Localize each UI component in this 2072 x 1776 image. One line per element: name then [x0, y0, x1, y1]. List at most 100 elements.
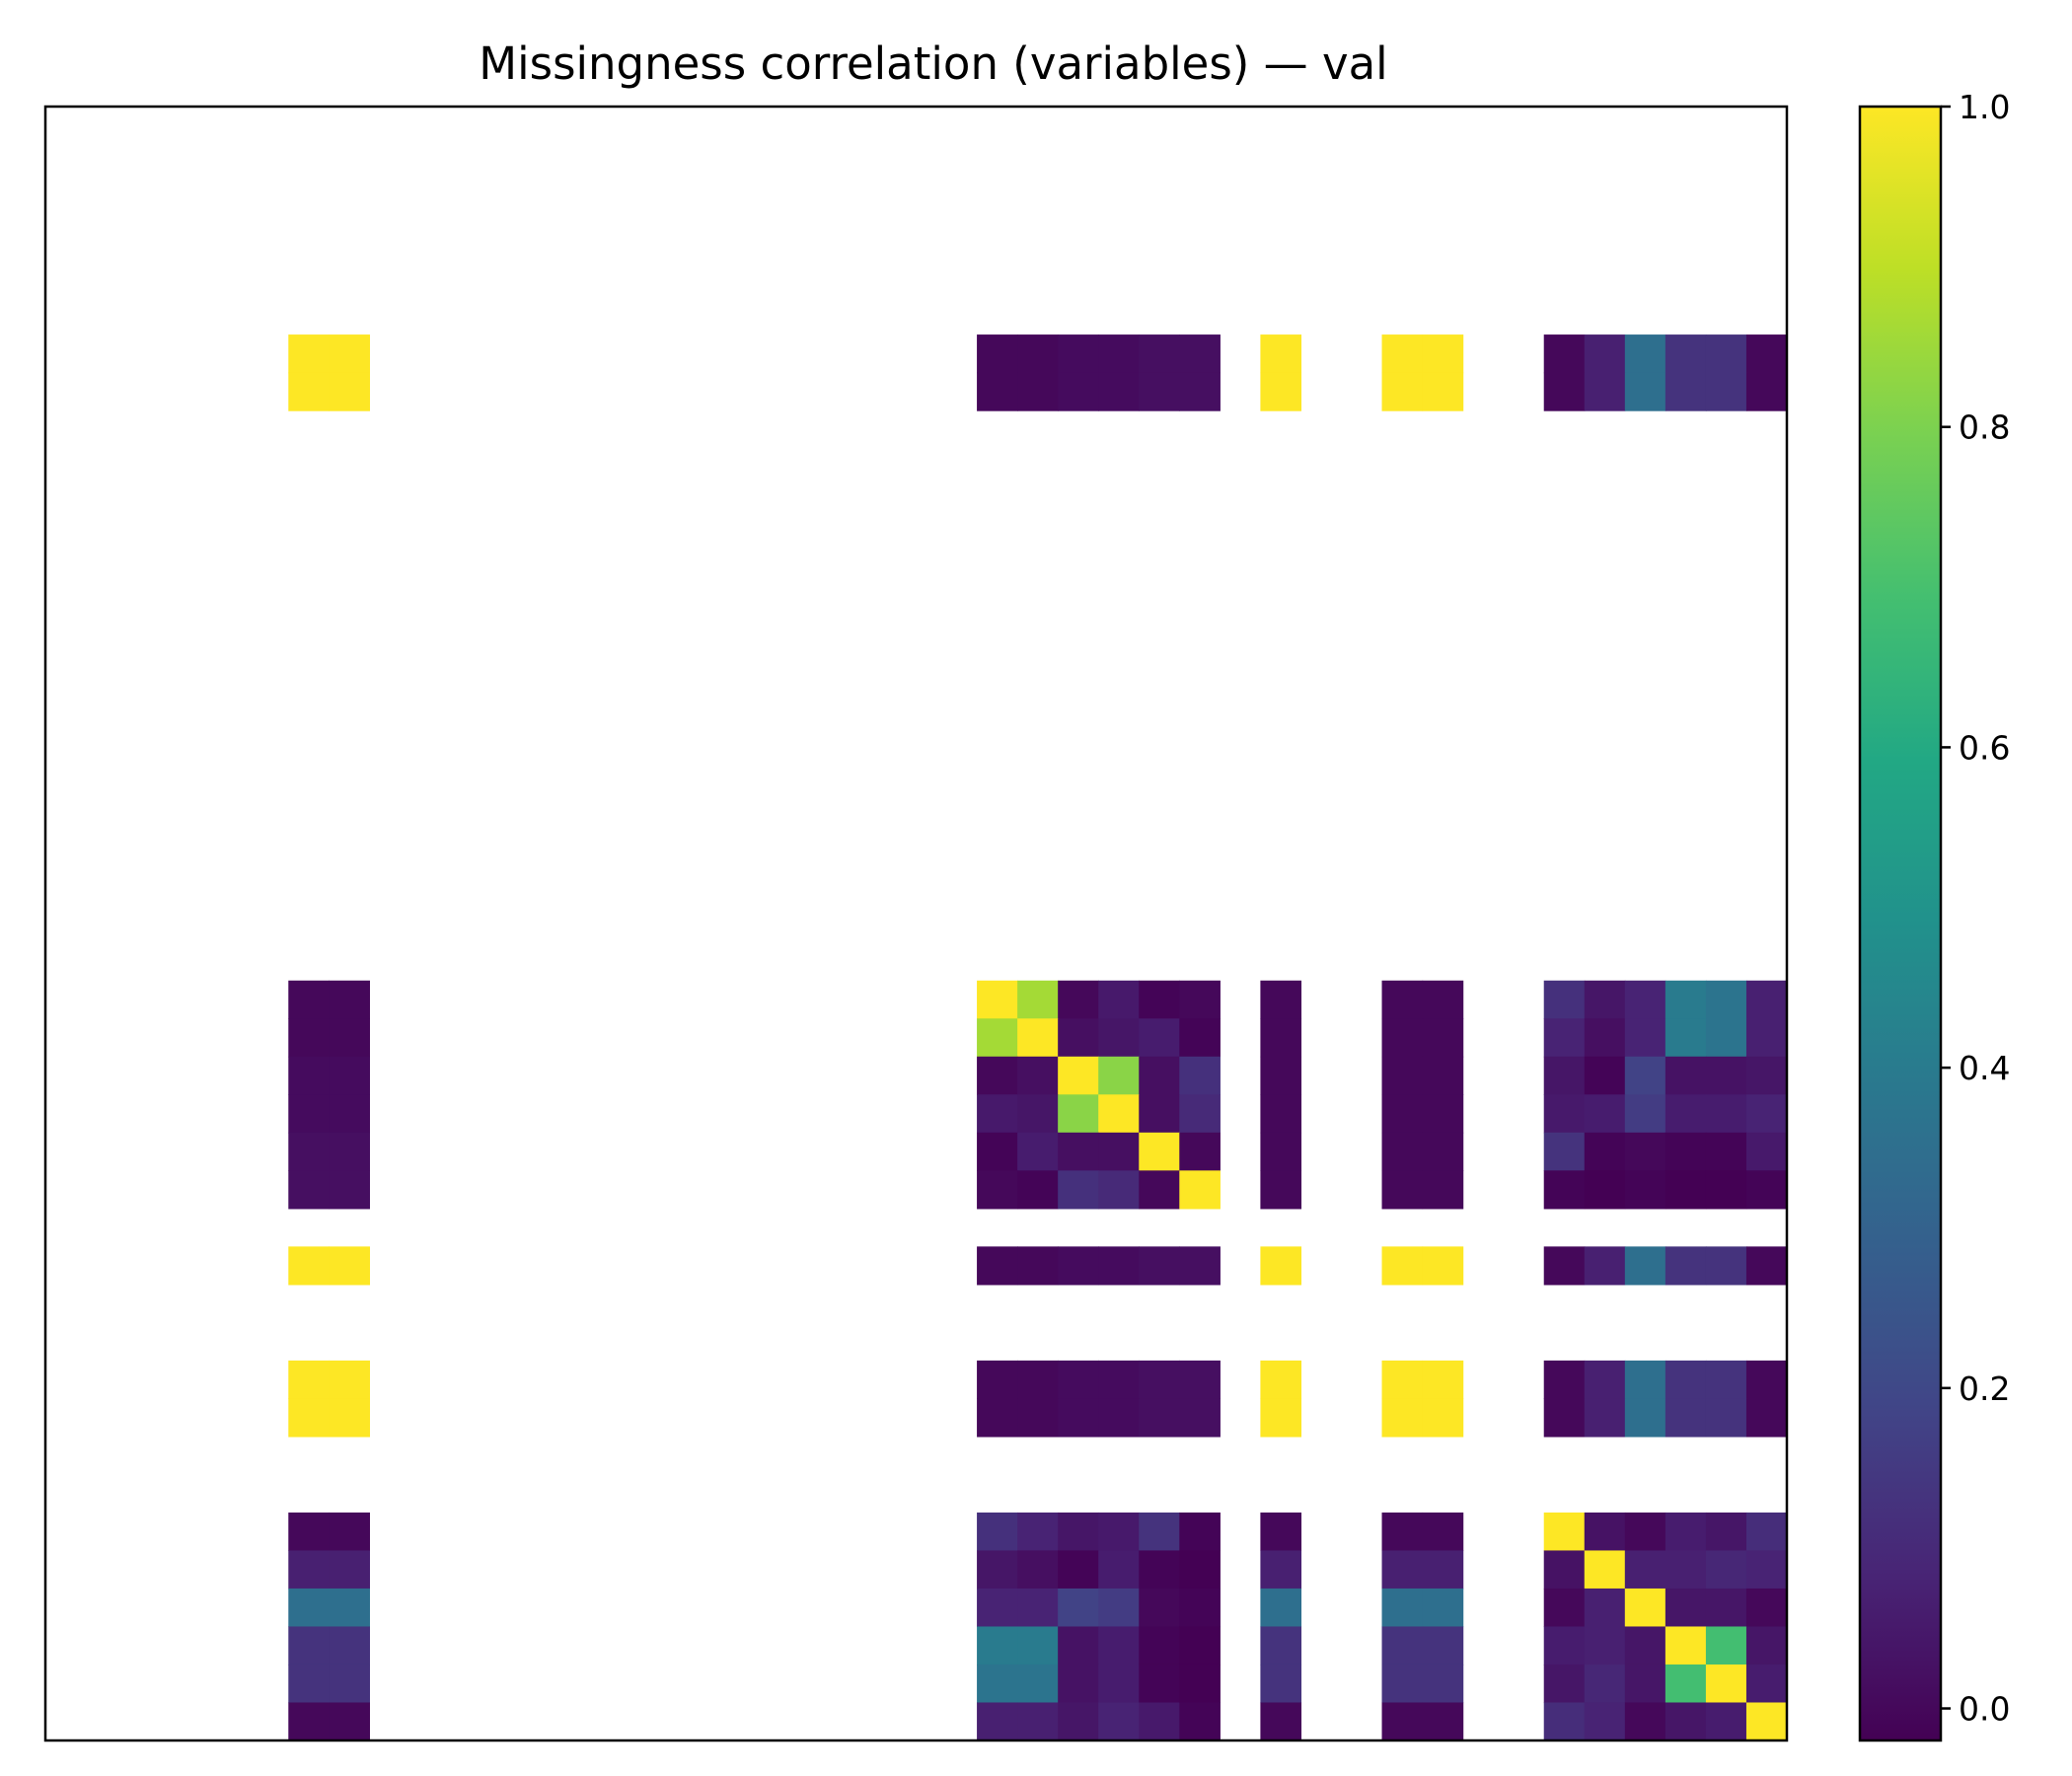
heatmap-cell — [1260, 1664, 1302, 1704]
heatmap-cell — [1745, 1664, 1788, 1704]
heatmap-cell — [1665, 1702, 1707, 1741]
heatmap-cell — [1665, 1626, 1707, 1665]
heatmap-cell — [1624, 1360, 1666, 1399]
heatmap-cell — [1584, 1588, 1626, 1628]
heatmap-cell — [1017, 1360, 1059, 1399]
heatmap-cell — [1058, 1702, 1099, 1741]
heatmap-cell — [1665, 1512, 1707, 1552]
colorbar-tick-label: 1.0 — [1959, 88, 2010, 126]
colorbar-tick-label: 0.8 — [1959, 408, 2010, 447]
heatmap-cell — [1179, 1094, 1221, 1134]
heatmap-cell — [329, 1094, 370, 1134]
heatmap-cell — [329, 1588, 370, 1628]
heatmap-cell — [1260, 334, 1302, 374]
colorbar — [1860, 107, 1941, 1740]
heatmap-cell — [1381, 372, 1424, 411]
heatmap-cell — [1543, 1550, 1586, 1590]
heatmap-cell — [1584, 1094, 1626, 1134]
heatmap-cell — [1745, 1512, 1788, 1552]
heatmap-cell — [977, 1512, 1018, 1552]
heatmap-cell — [1058, 372, 1099, 411]
heatmap-cell — [1665, 1094, 1707, 1134]
heatmap-cell — [1745, 1246, 1788, 1286]
heatmap-cell — [1381, 1170, 1424, 1210]
heatmap-cell — [1543, 980, 1586, 1019]
heatmap-cell — [1017, 1018, 1059, 1058]
heatmap-cell — [1098, 1512, 1140, 1552]
heatmap-cell — [1705, 1170, 1747, 1210]
heatmap-cell — [1665, 372, 1707, 411]
heatmap-cell — [1584, 372, 1626, 411]
colorbar-tick-label: 0.2 — [1959, 1369, 2010, 1408]
heatmap-cell — [1381, 1512, 1424, 1552]
heatmap-cell — [1381, 1246, 1424, 1286]
heatmap-cell — [1422, 1588, 1464, 1628]
heatmap-cell — [1017, 1626, 1059, 1665]
heatmap-cell — [1624, 980, 1666, 1019]
heatmap-cell — [1058, 1398, 1099, 1438]
heatmap-cell — [288, 1512, 330, 1552]
heatmap-cell — [1745, 334, 1788, 374]
heatmap-cell — [1665, 1588, 1707, 1628]
heatmap-cell — [1017, 1702, 1059, 1741]
heatmap-cell — [1179, 1702, 1221, 1741]
heatmap-cell — [1098, 1550, 1140, 1590]
heatmap-cell — [1139, 1626, 1180, 1665]
heatmap-cell — [1139, 1512, 1180, 1552]
heatmap-cell — [977, 1170, 1018, 1210]
heatmap-cell — [329, 1132, 370, 1171]
heatmap-cell — [1665, 1170, 1707, 1210]
heatmap-cell — [1745, 980, 1788, 1019]
heatmap-cell — [1098, 980, 1140, 1019]
heatmap-cell — [1705, 334, 1747, 374]
heatmap-cell — [1098, 1360, 1140, 1399]
heatmap-cell — [1260, 1398, 1302, 1438]
heatmap-cell — [1139, 1094, 1180, 1134]
heatmap-cell — [1139, 1170, 1180, 1210]
heatmap-cell — [1058, 1360, 1099, 1399]
heatmap-cell — [1260, 1132, 1302, 1171]
heatmap-cell — [1745, 1056, 1788, 1095]
heatmap-cell — [1098, 334, 1140, 374]
heatmap-cell — [1665, 1018, 1707, 1058]
heatmap-cell — [977, 1132, 1018, 1171]
heatmap-cell — [1543, 334, 1586, 374]
heatmap-cell — [1098, 1626, 1140, 1665]
heatmap-cell — [1017, 1588, 1059, 1628]
heatmap-cell — [1624, 372, 1666, 411]
heatmap-cell — [1381, 334, 1424, 374]
heatmap-cell — [329, 334, 370, 374]
heatmap-cell — [977, 1018, 1018, 1058]
heatmap-cell — [1260, 1550, 1302, 1590]
heatmap-cell — [329, 980, 370, 1019]
heatmap-cell — [1665, 1360, 1707, 1399]
heatmap-cell — [329, 1360, 370, 1399]
heatmap-cell — [1422, 1056, 1464, 1095]
heatmap-cell — [1584, 1702, 1626, 1741]
heatmap-cell — [1098, 1170, 1140, 1210]
heatmap-cell — [1058, 980, 1099, 1019]
heatmap-cell — [1665, 980, 1707, 1019]
heatmap-cell — [1179, 1398, 1221, 1438]
heatmap-cell — [329, 1170, 370, 1210]
heatmap-cell — [1098, 1132, 1140, 1171]
heatmap-cell — [288, 372, 330, 411]
heatmap-cell — [1381, 1094, 1424, 1134]
heatmap-cell — [1422, 1398, 1464, 1438]
heatmap-cell — [1179, 1664, 1221, 1704]
heatmap-cell — [1705, 1018, 1747, 1058]
heatmap-cell — [1098, 1702, 1140, 1741]
heatmap-cell — [1381, 1588, 1424, 1628]
heatmap-cell — [1705, 1588, 1747, 1628]
heatmap-cell — [1665, 1056, 1707, 1095]
heatmap-cell — [1381, 1626, 1424, 1665]
heatmap-cell — [1098, 1094, 1140, 1134]
heatmap-cell — [1422, 1626, 1464, 1665]
heatmap-cell — [1422, 1512, 1464, 1552]
heatmap-cell — [1422, 1246, 1464, 1286]
heatmap-cell — [1139, 1588, 1180, 1628]
heatmap-cell — [329, 1512, 370, 1552]
heatmap-cell — [1381, 1056, 1424, 1095]
heatmap-cell — [1422, 372, 1464, 411]
heatmap-cell — [1705, 1512, 1747, 1552]
